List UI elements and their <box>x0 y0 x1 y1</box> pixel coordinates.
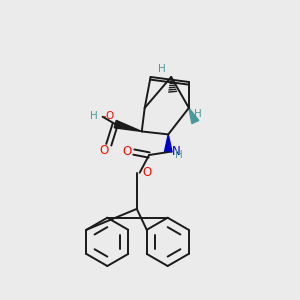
Text: H: H <box>158 64 166 74</box>
Polygon shape <box>114 120 142 131</box>
Text: N: N <box>172 145 181 158</box>
Text: H: H <box>175 150 182 160</box>
Text: -O: -O <box>103 111 115 121</box>
Polygon shape <box>164 134 172 152</box>
Text: O: O <box>99 144 109 157</box>
Text: H: H <box>90 111 98 121</box>
Text: O: O <box>142 166 151 179</box>
Text: H: H <box>194 109 202 119</box>
Polygon shape <box>189 108 199 124</box>
Text: O: O <box>123 145 132 158</box>
